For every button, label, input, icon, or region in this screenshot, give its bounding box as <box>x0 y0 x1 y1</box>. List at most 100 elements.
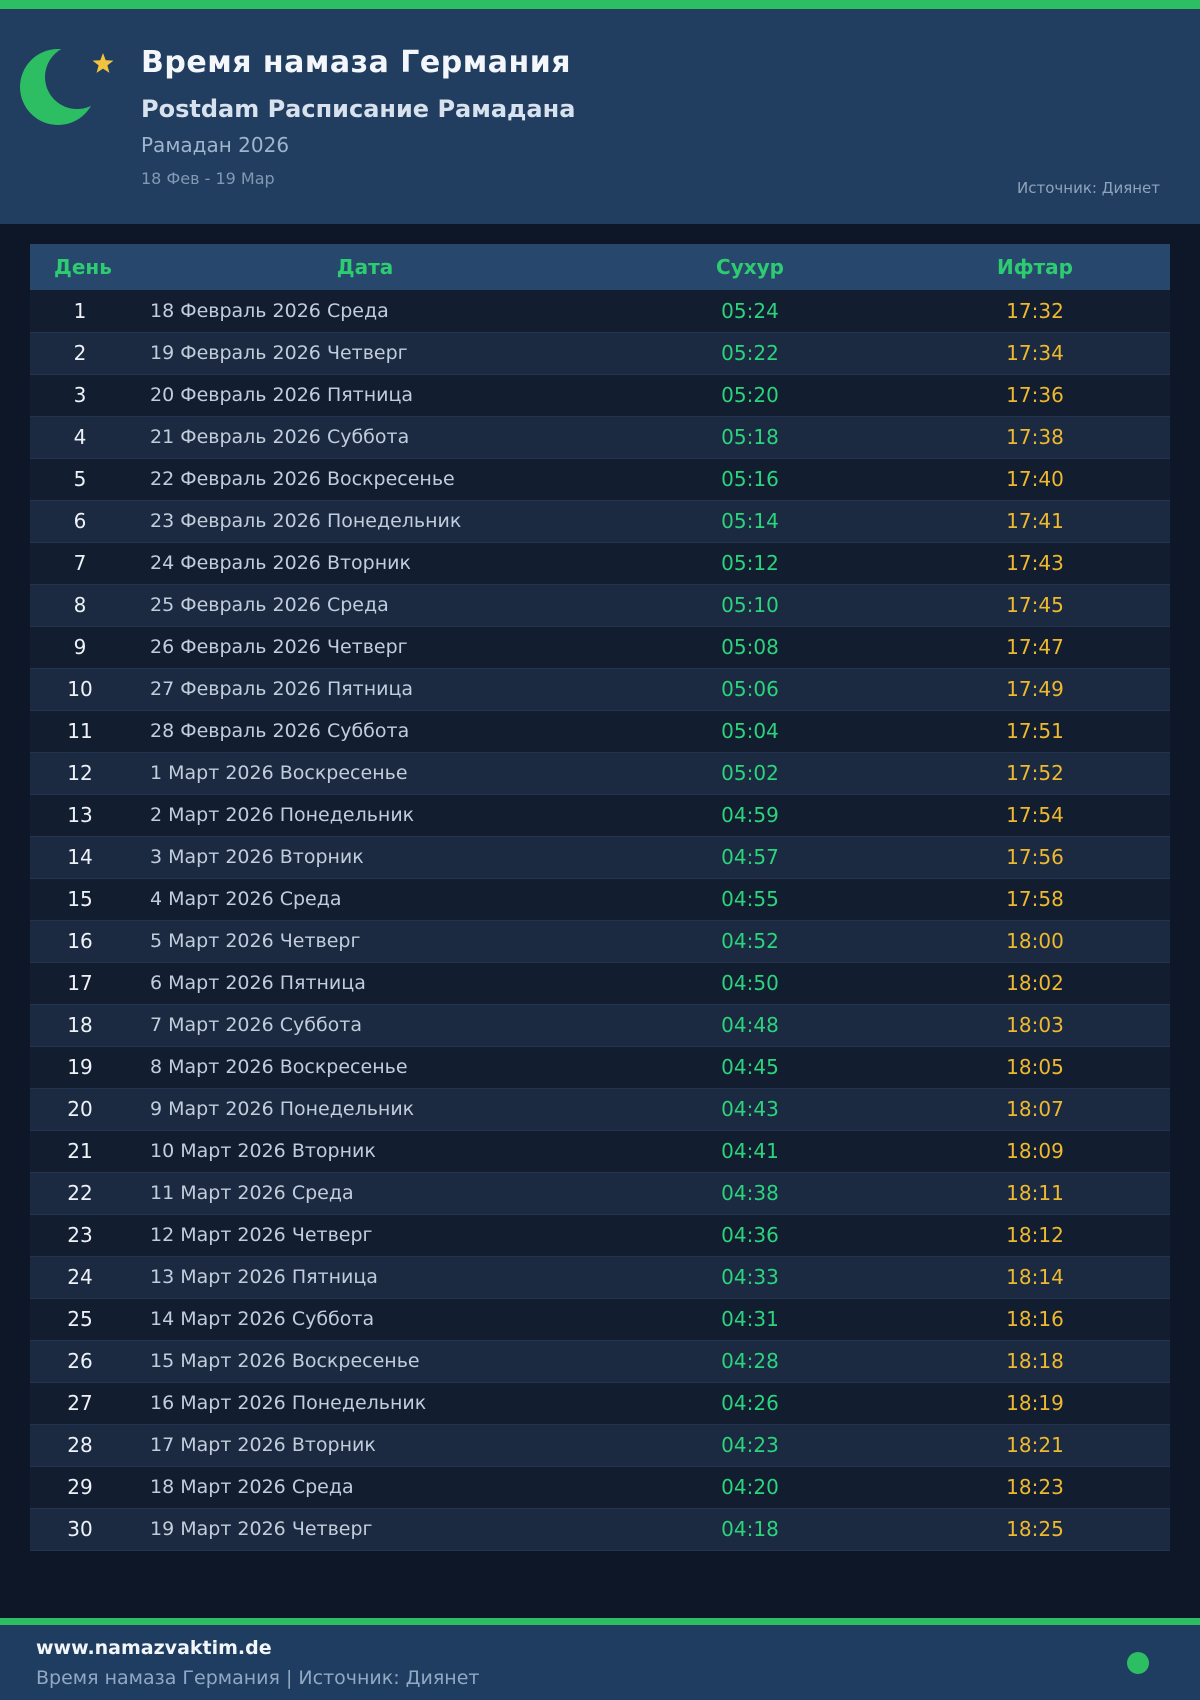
day-cell: 30 <box>67 1517 93 1541</box>
suhur-cell: 05:04 <box>721 719 779 743</box>
day-cell: 18 <box>67 1013 93 1037</box>
table-row: 21 10 Март 2026 Вторник 04:41 18:09 <box>30 1130 1170 1172</box>
table-row: 1 18 Февраль 2026 Среда 05:24 17:32 <box>30 290 1170 332</box>
suhur-cell: 05:08 <box>721 635 779 659</box>
suhur-cell: 05:22 <box>721 341 779 365</box>
date-cell: 19 Март 2026 Четверг <box>150 1518 373 1540</box>
date-cell: 9 Март 2026 Понедельник <box>150 1098 415 1120</box>
day-cell: 22 <box>67 1181 93 1205</box>
table-row: 30 19 Март 2026 Четверг 04:18 18:25 <box>30 1508 1170 1550</box>
iftar-cell: 17:34 <box>1006 341 1064 365</box>
table-wrap: День Дата Сухур Ифтар 1 18 Февраль 2026 С… <box>30 244 1170 1551</box>
suhur-cell: 05:10 <box>721 593 779 617</box>
date-cell: 12 Март 2026 Четверг <box>150 1224 373 1246</box>
table-row: 29 18 Март 2026 Среда 04:20 18:23 <box>30 1466 1170 1508</box>
day-cell: 21 <box>67 1139 93 1163</box>
table-row: 6 23 Февраль 2026 Понедельник 05:14 17:41 <box>30 500 1170 542</box>
table-row: 14 3 Март 2026 Вторник 04:57 17:56 <box>30 836 1170 878</box>
table-row: 26 15 Март 2026 Воскресенье 04:28 18:18 <box>30 1340 1170 1382</box>
iftar-cell: 18:12 <box>1006 1223 1064 1247</box>
suhur-cell: 04:48 <box>721 1013 779 1037</box>
table-row: 10 27 Февраль 2026 Пятница 05:06 17:49 <box>30 668 1170 710</box>
day-cell: 8 <box>73 593 87 617</box>
suhur-cell: 04:52 <box>721 929 779 953</box>
day-cell: 13 <box>67 803 93 827</box>
date-cell: 3 Март 2026 Вторник <box>150 846 364 868</box>
date-range: 18 Фев - 19 Мар <box>141 169 275 188</box>
iftar-cell: 17:49 <box>1006 677 1064 701</box>
date-cell: 19 Февраль 2026 Четверг <box>150 342 408 364</box>
day-cell: 9 <box>73 635 87 659</box>
top-accent-bar <box>0 0 1200 9</box>
table-row: 28 17 Март 2026 Вторник 04:23 18:21 <box>30 1424 1170 1466</box>
day-cell: 5 <box>73 467 87 491</box>
source-label: Источник: Диянет <box>1017 179 1160 197</box>
table-header-row: День Дата Сухур Ифтар <box>30 244 1170 290</box>
day-cell: 3 <box>73 383 87 407</box>
date-cell: 6 Март 2026 Пятница <box>150 972 366 994</box>
date-cell: 13 Март 2026 Пятница <box>150 1266 378 1288</box>
table-row: 3 20 Февраль 2026 Пятница 05:20 17:36 <box>30 374 1170 416</box>
table-row: 17 6 Март 2026 Пятница 04:50 18:02 <box>30 962 1170 1004</box>
iftar-cell: 18:18 <box>1006 1349 1064 1373</box>
date-cell: 16 Март 2026 Понедельник <box>150 1392 427 1414</box>
table-row: 19 8 Март 2026 Воскресенье 04:45 18:05 <box>30 1046 1170 1088</box>
footer-tagline: Время намаза Германия | Источник: Диянет <box>36 1667 480 1689</box>
suhur-cell: 05:20 <box>721 383 779 407</box>
date-cell: 8 Март 2026 Воскресенье <box>150 1056 408 1078</box>
iftar-cell: 18:16 <box>1006 1307 1064 1331</box>
date-cell: 18 Март 2026 Среда <box>150 1476 354 1498</box>
suhur-cell: 05:06 <box>721 677 779 701</box>
suhur-cell: 05:18 <box>721 425 779 449</box>
suhur-cell: 05:14 <box>721 509 779 533</box>
iftar-cell: 17:41 <box>1006 509 1064 533</box>
suhur-cell: 04:45 <box>721 1055 779 1079</box>
iftar-cell: 18:05 <box>1006 1055 1064 1079</box>
suhur-cell: 04:55 <box>721 887 779 911</box>
footer: www.namazvaktim.de Время намаза Германия… <box>0 1625 1200 1700</box>
iftar-cell: 18:25 <box>1006 1517 1064 1541</box>
iftar-cell: 17:56 <box>1006 845 1064 869</box>
date-cell: 23 Февраль 2026 Понедельник <box>150 510 462 532</box>
column-header-date: Дата <box>130 244 600 290</box>
iftar-cell: 18:21 <box>1006 1433 1064 1457</box>
day-cell: 28 <box>67 1433 93 1457</box>
date-cell: 14 Март 2026 Суббота <box>150 1308 375 1330</box>
suhur-cell: 04:18 <box>721 1517 779 1541</box>
iftar-cell: 18:09 <box>1006 1139 1064 1163</box>
day-cell: 11 <box>67 719 93 743</box>
iftar-cell: 18:02 <box>1006 971 1064 995</box>
date-cell: 21 Февраль 2026 Суббота <box>150 426 410 448</box>
suhur-cell: 05:24 <box>721 298 779 323</box>
table-body: 1 18 Февраль 2026 Среда 05:24 17:32 2 19 Февр… <box>30 290 1170 1550</box>
crescent-moon-star-icon <box>20 45 114 125</box>
suhur-cell: 04:28 <box>721 1349 779 1373</box>
table-row: 22 11 Март 2026 Среда 04:38 18:11 <box>30 1172 1170 1214</box>
iftar-cell: 17:40 <box>1006 467 1064 491</box>
date-cell: 4 Март 2026 Среда <box>150 888 342 910</box>
table-row: 27 16 Март 2026 Понедельник 04:26 18:19 <box>30 1382 1170 1424</box>
iftar-cell: 18:19 <box>1006 1391 1064 1415</box>
date-cell: 17 Март 2026 Вторник <box>150 1434 376 1456</box>
table-row: 16 5 Март 2026 Четверг 04:52 18:00 <box>30 920 1170 962</box>
iftar-cell: 17:43 <box>1006 551 1064 575</box>
iftar-cell: 17:52 <box>1006 761 1064 785</box>
date-cell: 18 Февраль 2026 Среда <box>150 299 389 322</box>
table-row: 2 19 Февраль 2026 Четверг 05:22 17:34 <box>30 332 1170 374</box>
iftar-cell: 17:58 <box>1006 887 1064 911</box>
suhur-cell: 05:02 <box>721 761 779 785</box>
suhur-cell: 04:57 <box>721 845 779 869</box>
page-subtitle: Postdam Расписание Рамадана <box>141 95 576 123</box>
suhur-cell: 04:59 <box>721 803 779 827</box>
day-cell: 23 <box>67 1223 93 1247</box>
date-cell: 28 Февраль 2026 Суббота <box>150 720 410 742</box>
table-row: 20 9 Март 2026 Понедельник 04:43 18:07 <box>30 1088 1170 1130</box>
suhur-cell: 04:23 <box>721 1433 779 1457</box>
footer-website-link[interactable]: www.namazvaktim.de <box>36 1637 272 1659</box>
table-row: 8 25 Февраль 2026 Среда 05:10 17:45 <box>30 584 1170 626</box>
date-cell: 5 Март 2026 Четверг <box>150 930 361 952</box>
date-cell: 2 Март 2026 Понедельник <box>150 804 415 826</box>
table-row: 9 26 Февраль 2026 Четверг 05:08 17:47 <box>30 626 1170 668</box>
suhur-cell: 04:41 <box>721 1139 779 1163</box>
date-cell: 22 Февраль 2026 Воскресенье <box>150 468 455 490</box>
